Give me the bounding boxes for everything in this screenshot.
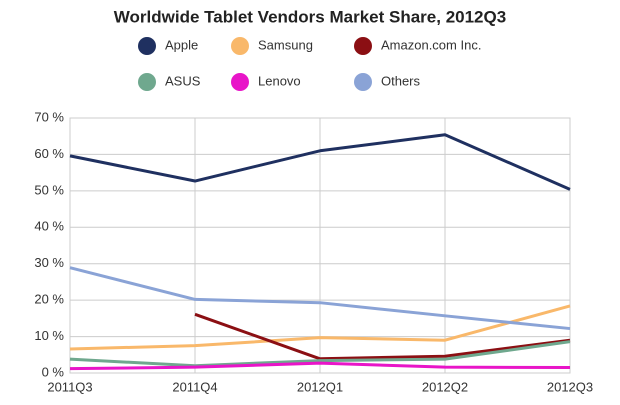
legend-swatch	[138, 37, 156, 55]
y-tick-label: 30 %	[34, 255, 64, 270]
x-tick-label: 2011Q3	[47, 379, 92, 394]
y-tick-label: 10 %	[34, 328, 64, 343]
legend-label: Samsung	[258, 37, 313, 52]
chart-title: Worldwide Tablet Vendors Market Share, 2…	[114, 7, 506, 26]
series-line	[69, 304, 571, 351]
x-tick-label: 2012Q3	[547, 379, 593, 394]
series-line	[69, 133, 571, 191]
legend-swatch	[138, 73, 156, 91]
x-tick-label: 2012Q1	[297, 379, 343, 394]
x-tick-label: 2012Q2	[422, 379, 468, 394]
series-line	[69, 361, 571, 371]
legend-swatch	[231, 73, 249, 91]
legend-swatch	[354, 73, 372, 91]
legend-label: Others	[381, 73, 421, 88]
legend-swatch	[231, 37, 249, 55]
y-tick-label: 60 %	[34, 146, 64, 161]
legend-label: Amazon.com Inc.	[381, 37, 481, 52]
series-line	[69, 340, 571, 368]
y-tick-label: 0 %	[42, 364, 65, 379]
legend-swatch	[354, 37, 372, 55]
series-line	[194, 312, 571, 361]
legend-label: Apple	[165, 37, 198, 52]
series-line	[69, 266, 571, 331]
legend-label: Lenovo	[258, 73, 301, 88]
x-tick-label: 2011Q4	[172, 379, 217, 394]
legend-label: ASUS	[165, 73, 201, 88]
y-tick-label: 40 %	[34, 219, 64, 234]
y-tick-label: 20 %	[34, 292, 64, 307]
y-tick-label: 70 %	[34, 109, 64, 124]
y-tick-label: 50 %	[34, 182, 64, 197]
